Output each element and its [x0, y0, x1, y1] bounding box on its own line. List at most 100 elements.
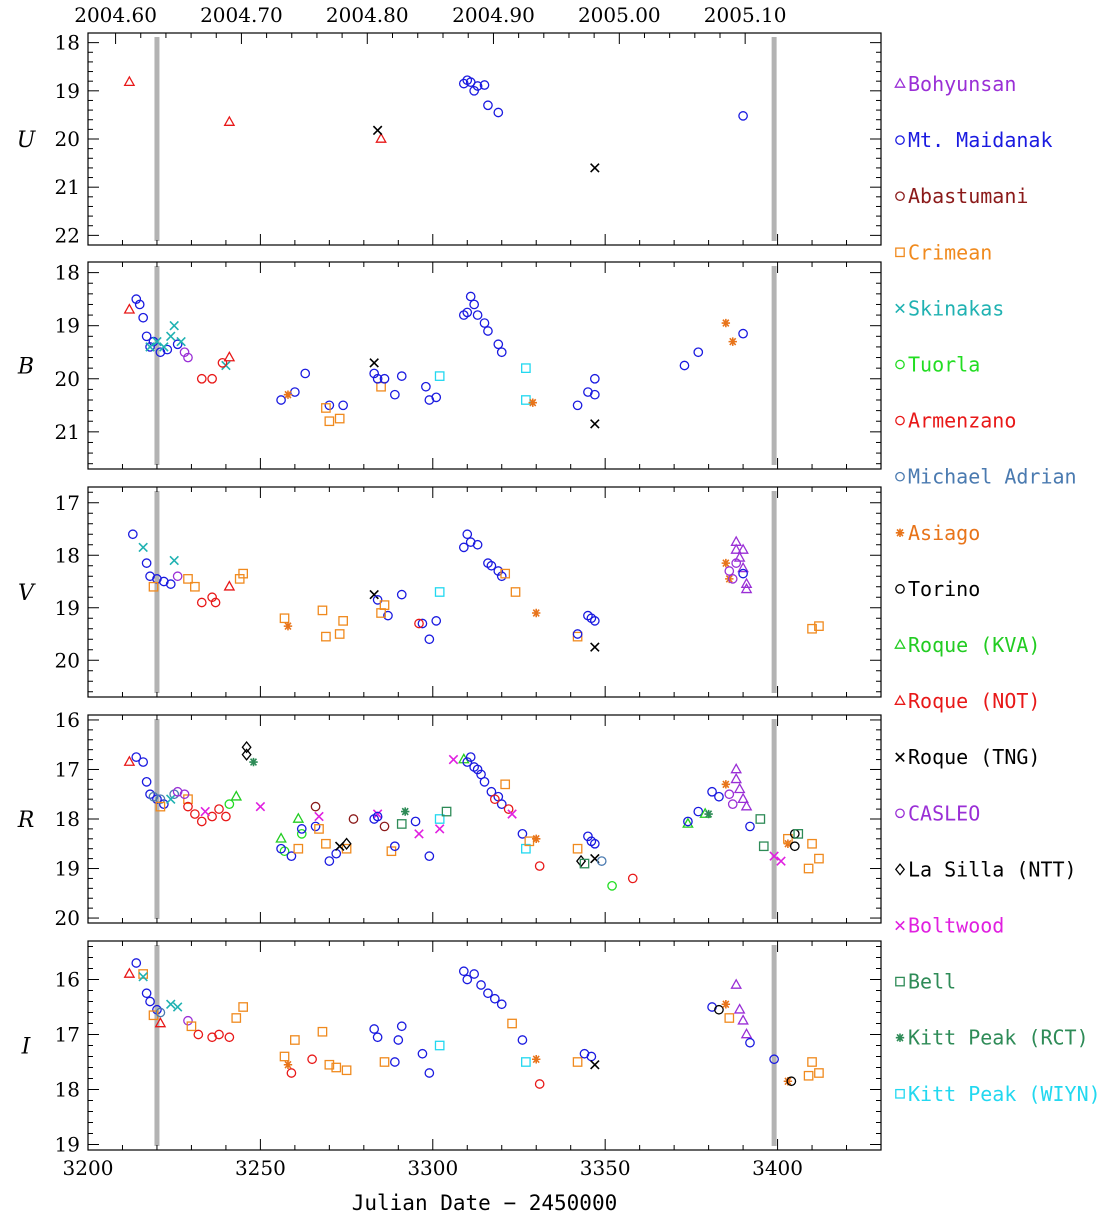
- data-point-mt-maidanak: [683, 816, 693, 827]
- data-point-mt-maidanak: [396, 371, 407, 381]
- data-point-armenzano: [196, 597, 207, 608]
- data-point-crimean: [814, 621, 824, 631]
- data-point-crimean: [155, 801, 166, 812]
- data-point-mt-maidanak: [372, 373, 383, 384]
- data-point-mt-maidanak: [589, 838, 600, 849]
- data-point-crimean: [324, 1059, 335, 1070]
- data-point-crimean: [238, 1002, 249, 1012]
- top-axis-tick-label: 2005.00: [578, 3, 661, 27]
- x-tick-label: 3350: [580, 1156, 631, 1180]
- data-point-mt-maidanak: [372, 811, 383, 822]
- x-tick-label: 3250: [235, 1156, 286, 1180]
- data-point-mt-maidanak: [707, 786, 717, 797]
- data-point-bell: [396, 819, 407, 829]
- data-point-mt-maidanak: [396, 1021, 407, 1032]
- data-point-mt-maidanak: [693, 347, 704, 358]
- data-point-crimean: [314, 824, 324, 834]
- legend-marker: [895, 191, 905, 202]
- y-tick-label: 20: [55, 127, 80, 151]
- data-point-mt-maidanak: [421, 381, 431, 392]
- data-point-mt-maidanak: [496, 571, 507, 582]
- data-point-mt-maidanak: [479, 80, 490, 90]
- data-point-mt-maidanak: [589, 373, 600, 384]
- data-point-mt-maidanak: [517, 1035, 528, 1045]
- y-tick-label: 18: [55, 543, 80, 567]
- data-point-crimean: [783, 833, 793, 844]
- data-point-mt-maidanak: [372, 1032, 383, 1043]
- legend-label: Torino: [908, 577, 980, 601]
- data-point-la-silla-ntt: [576, 854, 587, 868]
- legend-marker: [895, 920, 905, 931]
- legend-label: Armenzano: [908, 409, 1016, 433]
- data-point-mt-maidanak: [479, 318, 490, 328]
- data-point-crimean: [724, 1013, 735, 1023]
- data-point-bohyunsan: [737, 792, 749, 804]
- x-tick-label: 3200: [63, 1156, 114, 1180]
- legend-label: Mt. Maidanak: [908, 128, 1053, 152]
- data-point-boltwood: [448, 754, 459, 765]
- data-point-armenzano: [196, 816, 207, 827]
- y-axis-band-label: B: [17, 355, 34, 380]
- y-tick-label: 17: [55, 1023, 80, 1047]
- data-point-crimean: [500, 568, 511, 579]
- data-point-mt-maidanak: [583, 831, 593, 842]
- data-point-crimean: [379, 1057, 390, 1067]
- data-point-mt-maidanak: [138, 757, 149, 767]
- data-point-casleo: [727, 574, 738, 584]
- data-point-crimean: [572, 1057, 583, 1067]
- data-point-casleo: [724, 566, 735, 576]
- data-point-bohyunsan: [733, 1003, 746, 1014]
- data-point-asiago: [783, 1077, 793, 1086]
- data-point-asiago: [721, 780, 731, 789]
- data-point-mt-maidanak: [141, 777, 152, 787]
- data-point-crimean: [572, 843, 583, 854]
- data-point-michael-adrian: [148, 791, 159, 802]
- data-point-skinakas: [165, 331, 176, 342]
- data-point-mt-maidanak: [483, 100, 493, 111]
- data-point-crimean: [324, 416, 335, 427]
- data-point-bohyunsan: [737, 1014, 749, 1025]
- data-point-crimean: [290, 1035, 300, 1045]
- data-point-roque-tng: [590, 163, 600, 173]
- data-point-roque-not: [154, 1016, 167, 1028]
- data-point-mt-maidanak: [296, 824, 307, 834]
- x-axis-label: Julian Date − 2450000: [352, 1191, 618, 1215]
- data-point-casleo: [724, 789, 735, 800]
- data-point-bohyunsan: [730, 772, 742, 784]
- data-point-boltwood: [372, 809, 383, 819]
- data-point-skinakas: [138, 542, 148, 553]
- data-point-bohyunsan: [733, 551, 746, 562]
- data-point-asiago: [532, 608, 541, 618]
- y-tick-label: 20: [55, 648, 80, 672]
- top-axis-tick-label: 2004.70: [200, 3, 283, 27]
- y-tick-label: 18: [55, 261, 80, 285]
- data-point-crimean: [510, 587, 521, 597]
- data-point-roque-not: [223, 115, 236, 126]
- data-point-kitt-peak-wiyn: [434, 371, 445, 381]
- data-point-mt-maidanak: [462, 757, 473, 767]
- data-point-mt-maidanak: [496, 799, 507, 809]
- data-point-mt-maidanak: [338, 400, 348, 411]
- data-point-mt-maidanak: [390, 1057, 400, 1067]
- data-point-boltwood: [255, 801, 266, 812]
- data-point-roque-not: [123, 967, 136, 978]
- data-point-roque-kva: [275, 832, 287, 843]
- data-point-crimean: [190, 581, 200, 592]
- data-point-crimean: [338, 616, 348, 626]
- x-tick-label: 3300: [407, 1156, 458, 1180]
- legend-label: Bohyunsan: [908, 72, 1016, 96]
- data-point-skinakas: [159, 342, 169, 352]
- data-point-crimean: [803, 1070, 814, 1081]
- data-point-boltwood: [414, 829, 424, 839]
- data-point-asiago: [721, 318, 731, 328]
- data-point-skinakas: [165, 999, 176, 1010]
- data-point-crimean: [231, 1013, 242, 1023]
- data-point-crimean: [234, 574, 245, 584]
- data-point-mt-maidanak: [486, 560, 497, 571]
- data-point-asiago: [721, 1000, 731, 1009]
- data-point-tuorla: [607, 881, 617, 891]
- legend-marker: [895, 752, 905, 762]
- legend-label: Asiago: [908, 521, 980, 545]
- data-point-asiago: [283, 621, 293, 631]
- legend-label: Skinakas: [908, 296, 1004, 320]
